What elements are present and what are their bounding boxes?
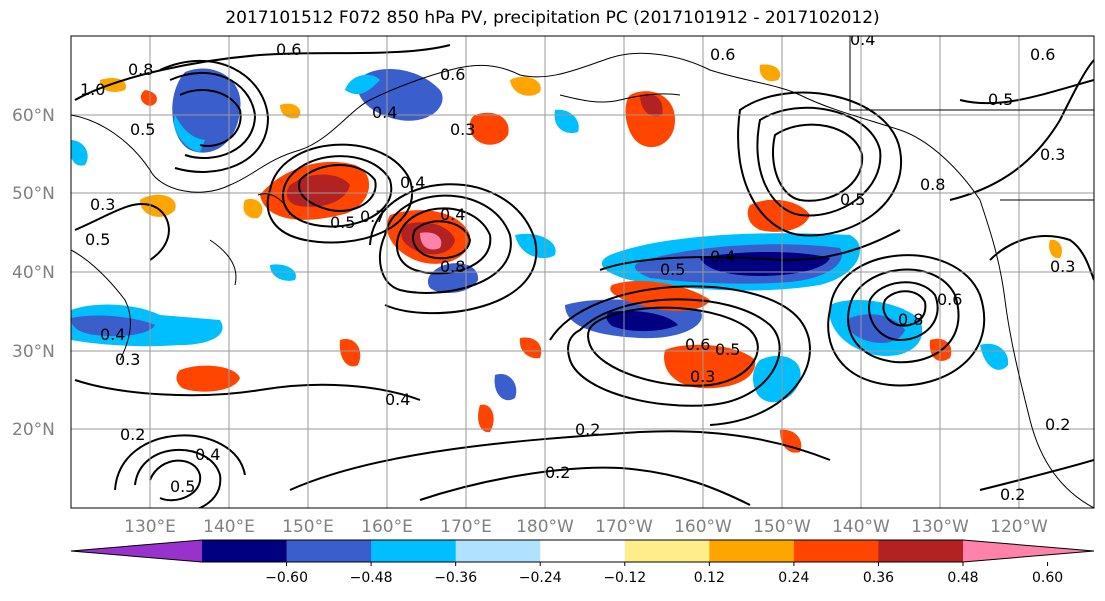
colorbar-swatch: [540, 540, 626, 562]
contour-label: 0.3: [690, 367, 715, 386]
colorbar-label: −0.12: [603, 570, 646, 586]
contour-label: 0.2: [1045, 415, 1070, 434]
lon-tick: 180°W: [516, 517, 574, 537]
colorbar-swatch: [709, 540, 795, 562]
contour-label: 0.5: [330, 213, 355, 232]
contour-label: 0.5: [988, 90, 1013, 109]
colorbar-swatch: [624, 540, 710, 562]
contour-label: 0.7: [360, 207, 385, 226]
contour-label: 0.8: [920, 175, 945, 194]
colorbar-label: −0.36: [434, 570, 477, 586]
colorbar: −0.60 −0.48 −0.36 −0.24 −0.12 0.12 0.24 0.36 0.4…: [70, 539, 1095, 586]
contour-label: 0.2: [1000, 485, 1025, 504]
contour-label: 0.4: [850, 30, 875, 49]
contour-label: 0.5: [130, 120, 155, 139]
lat-tick: 20°N: [12, 420, 55, 440]
contour-label: 0.4: [100, 325, 125, 344]
latitude-axis: 60°N 50°N 40°N 30°N 20°N: [12, 106, 55, 440]
contour-label: 0.4: [400, 173, 425, 192]
colorbar-label: −0.24: [519, 570, 562, 586]
contour-label: 0.3: [450, 120, 475, 139]
lon-tick: 170°W: [595, 517, 653, 537]
contour-label: 0.2: [545, 463, 570, 482]
colorbar-swatch: [878, 540, 964, 562]
map-body: 0.6 0.8 1.0 0.5 0.6 0.4 0.3 0.5 0.4 0.3 …: [71, 30, 1094, 508]
lat-tick: 30°N: [12, 342, 55, 362]
lon-tick: 150°W: [753, 517, 811, 537]
lon-tick: 140°E: [203, 517, 255, 537]
colorbar-swatch: [371, 540, 457, 562]
colorbar-label: 0.36: [863, 570, 894, 586]
contour-label: 0.3: [1050, 257, 1075, 276]
longitude-axis: 130°E 140°E 150°E 160°E 170°E 180°W 170°…: [124, 517, 1048, 537]
lon-tick: 120°W: [990, 517, 1048, 537]
contour-label: 0.6: [685, 335, 710, 354]
map-frame: [70, 35, 1095, 509]
colorbar-swatch: [455, 540, 541, 562]
contour-label: 0.3: [115, 350, 140, 369]
contour-label: 0.4: [440, 205, 465, 224]
colorbar-label: 0.24: [778, 570, 809, 586]
pv-contours: [74, 44, 1094, 508]
contour-label: 0.5: [840, 190, 865, 209]
contour-label: 0.6: [276, 40, 301, 59]
colorbar-extend-low: [71, 540, 202, 562]
lon-tick: 130°E: [124, 517, 176, 537]
contour-label: 0.8: [128, 60, 153, 79]
colorbar-outline: [70, 539, 1095, 563]
colorbar-swatch: [202, 540, 288, 562]
lon-tick: 150°E: [282, 517, 334, 537]
contour-label: 0.3: [90, 195, 115, 214]
colorbar-swatch: [286, 540, 372, 562]
colorbar-swatch: [793, 540, 879, 562]
contour-label: 1.0: [80, 80, 105, 99]
contour-label: 0.2: [120, 425, 145, 444]
contour-label: 0.8: [898, 310, 923, 329]
contour-label: 0.5: [85, 230, 110, 249]
graticule: [71, 36, 1094, 508]
colorbar-extend-high: [963, 540, 1094, 562]
contour-label: 0.4: [195, 445, 220, 464]
lon-tick: 130°W: [911, 517, 969, 537]
lon-tick: 160°E: [361, 517, 413, 537]
lon-tick: 170°E: [440, 517, 492, 537]
lat-tick: 60°N: [12, 106, 55, 126]
contour-label: 0.8: [440, 257, 465, 276]
lat-tick: 40°N: [12, 263, 55, 283]
contour-label: 0.6: [1030, 45, 1055, 64]
lon-tick: 160°W: [674, 517, 732, 537]
lon-tick: 140°W: [832, 517, 890, 537]
contour-label: 0.6: [440, 65, 465, 84]
contour-label: 0.5: [715, 340, 740, 359]
contour-label: 0.4: [372, 103, 397, 122]
contour-label: 0.5: [170, 477, 195, 496]
contour-label: 0.6: [710, 45, 735, 64]
map-title: 2017101512 F072 850 hPa PV, precipitatio…: [225, 8, 880, 28]
colorbar-label: 0.60: [1032, 570, 1063, 586]
contour-label: 0.4: [710, 247, 735, 266]
contour-label: 0.6: [937, 290, 962, 309]
contour-label: 0.2: [575, 420, 600, 439]
contour-label: 0.5: [660, 260, 685, 279]
contour-label: 0.4: [385, 390, 410, 409]
colorbar-label: −0.48: [350, 570, 393, 586]
contour-labels: 0.6 0.8 1.0 0.5 0.6 0.4 0.3 0.5 0.4 0.3 …: [80, 30, 1075, 504]
coastlines: [71, 36, 1094, 508]
colorbar-label: 0.48: [947, 570, 978, 586]
contour-label: 0.3: [1040, 145, 1065, 164]
lat-tick: 50°N: [12, 184, 55, 204]
colorbar-label: 0.12: [694, 570, 725, 586]
colorbar-label: −0.60: [265, 570, 308, 586]
